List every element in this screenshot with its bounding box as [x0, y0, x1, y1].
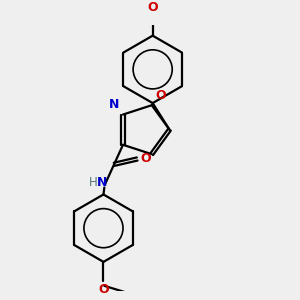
Text: O: O — [141, 152, 151, 165]
Text: O: O — [98, 283, 109, 296]
Text: N: N — [109, 98, 119, 111]
Text: N: N — [97, 176, 107, 189]
Text: O: O — [147, 2, 158, 14]
Text: H: H — [88, 176, 97, 189]
Text: O: O — [155, 89, 166, 102]
